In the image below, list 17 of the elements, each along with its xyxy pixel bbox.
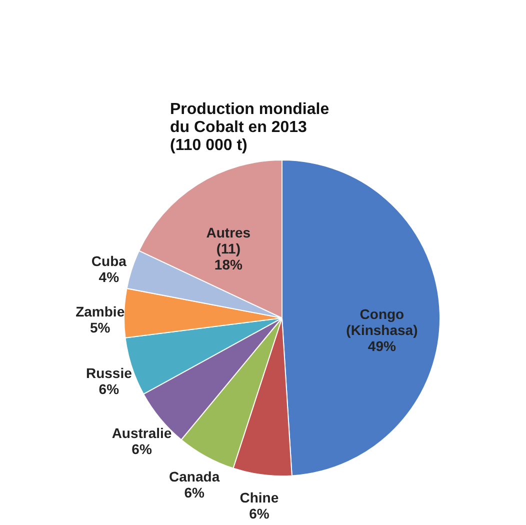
slice-label: Canada bbox=[169, 468, 220, 484]
slice-label: Autres (11) bbox=[206, 224, 251, 257]
data-label: 49% bbox=[368, 338, 397, 354]
slice-label: Chine bbox=[240, 490, 279, 506]
slice-label: Russie bbox=[86, 365, 132, 382]
data-label: 4% bbox=[98, 268, 120, 285]
data-label: 6% bbox=[132, 441, 152, 458]
data-label: 6% bbox=[98, 381, 120, 398]
chart-title: Production mondiale du Cobalt en 2013 (110 000 t) bbox=[170, 101, 330, 154]
slice-label: Zambie bbox=[76, 303, 125, 320]
slice-label: Congo (Kinshasa) bbox=[346, 306, 418, 338]
data-label: 5% bbox=[90, 319, 111, 336]
data-label: 18% bbox=[214, 256, 243, 273]
slice-label: Australie bbox=[112, 425, 172, 442]
slice-label: Cuba bbox=[91, 252, 127, 269]
data-label: 6% bbox=[249, 506, 270, 522]
data-label: 6% bbox=[184, 484, 205, 500]
